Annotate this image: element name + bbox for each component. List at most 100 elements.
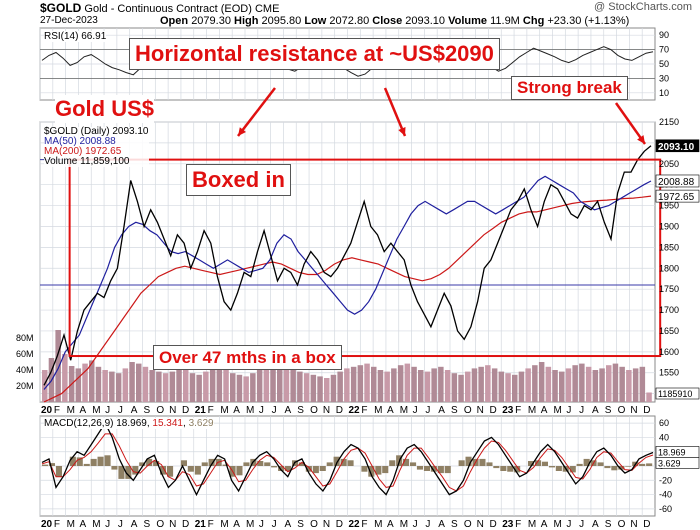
volume-bar	[270, 360, 276, 402]
price-x-tick-label: D	[336, 405, 343, 416]
macd-x-tick-label: O	[464, 519, 472, 530]
volume-bar	[350, 366, 357, 402]
volume-bar	[250, 373, 256, 402]
ma200-line	[43, 195, 652, 403]
macd-x-tick-label: N	[169, 519, 176, 530]
macd-x-tick-label: D	[489, 519, 496, 530]
price-value-tag	[655, 174, 700, 188]
macd-y-tick-label: 60	[659, 418, 669, 428]
macd-histogram-bar	[583, 458, 590, 466]
price-x-tick-label: F	[208, 405, 214, 416]
exchange: CME	[254, 3, 280, 15]
volume-bar	[223, 370, 229, 402]
price-legend: $GOLD (Daily) 2093.10 MA(50) 2008.88 MA(…	[44, 127, 149, 167]
macd-signal-line	[41, 433, 654, 492]
volume-bar	[485, 365, 491, 402]
volume-bar	[619, 366, 625, 402]
price-x-tick-label: S	[605, 405, 612, 416]
chg-label: Chg	[522, 15, 545, 27]
strong-break-annotation: Strong break	[511, 76, 628, 100]
volume-bar	[565, 368, 572, 402]
volume-bar	[431, 368, 437, 402]
macd-histogram-bar	[514, 466, 521, 473]
macd-legend-signal: 15.341	[152, 418, 183, 429]
arrow-left-head	[238, 127, 246, 136]
volume-bar	[371, 366, 377, 402]
macd-histogram-bar	[69, 456, 76, 466]
price-x-tick-label: M	[554, 405, 562, 416]
ohlc-row: Open 2079.30 High 2095.80 Low 2072.80 Cl…	[160, 15, 629, 27]
macd-x-tick-label: S	[144, 519, 151, 530]
price-x-tick-label: M	[374, 405, 382, 416]
volume-bar	[572, 365, 578, 402]
volume-tick-label: 20M	[16, 381, 34, 391]
volume-bar	[277, 363, 283, 402]
price-x-tick-label: O	[156, 405, 164, 416]
macd-x-tick-label: D	[182, 519, 189, 530]
macd-x-tick-label: J	[118, 519, 123, 530]
volume-bar	[102, 370, 108, 402]
macd-x-tick-label: S	[605, 519, 612, 530]
macd-x-tick-label: A	[233, 519, 240, 530]
gold-us-annotation: Gold US$	[55, 95, 155, 123]
macd-legend-hist: 3.629	[188, 418, 214, 429]
macd-histogram-bar	[639, 463, 646, 466]
macd-y-tick-label: -40	[659, 490, 672, 500]
volume-bar	[491, 368, 498, 402]
volume-bar	[411, 366, 417, 402]
macd-histogram-bar	[389, 460, 396, 466]
price-value-tag	[655, 139, 700, 153]
macd-histogram-bar	[153, 461, 160, 466]
volume-bar	[42, 370, 48, 402]
macd-histogram-bar	[410, 462, 417, 466]
volume-bar	[236, 374, 243, 402]
macd-histogram-bar	[576, 463, 583, 466]
volume-value: 11.9M	[490, 15, 520, 27]
macd-x-tick-label: N	[630, 519, 637, 530]
boxed-in-annotation: Boxed in	[186, 164, 291, 196]
close-value: 2093.10	[405, 15, 446, 27]
price-x-tick-label: N	[630, 405, 637, 416]
low-value: 2072.80	[329, 15, 370, 27]
macd-x-tick-label: M	[528, 519, 536, 530]
price-legend-gold: $GOLD (Daily) 2093.10	[44, 126, 149, 137]
macd-x-tick-label: J	[259, 519, 264, 530]
macd-histogram-bar	[416, 466, 423, 470]
macd-histogram-bar	[555, 466, 562, 471]
volume-value-tag-label: 1185910	[658, 389, 692, 399]
price-y-tick-label: 1700	[659, 305, 679, 315]
macd-histogram-bar	[125, 466, 132, 479]
volume-bar	[209, 368, 216, 402]
macd-histogram-bar	[340, 458, 347, 466]
price-y-tick-label: 2150	[659, 117, 679, 127]
volume-tick-label: 40M	[16, 365, 34, 375]
volume-bar	[156, 371, 162, 402]
macd-histogram-bar	[535, 460, 542, 466]
macd-x-tick-label: S	[451, 519, 458, 530]
price-x-tick-label: N	[169, 405, 176, 416]
price-x-tick-label: A	[438, 405, 445, 416]
macd-histogram-bar	[625, 466, 632, 467]
volume-bar	[592, 370, 599, 402]
volume-bar	[82, 363, 88, 402]
volume-bar	[183, 370, 189, 402]
volume-bar	[646, 392, 652, 402]
rsi-y-tick-label: 10	[659, 88, 669, 98]
arrow-right	[614, 102, 647, 145]
volume-bar	[397, 365, 404, 402]
macd-x-tick-label: F	[208, 519, 214, 530]
price-value-tag-label: 1972.65	[658, 192, 695, 203]
macd-histogram-bar	[305, 466, 312, 472]
price-legend-ma50: MA(50) 2008.88	[44, 136, 116, 147]
volume-bar	[189, 373, 196, 402]
volume-bar	[136, 363, 142, 402]
macd-histogram-bar	[111, 466, 118, 470]
open-value: 2079.30	[191, 15, 231, 27]
macd-legend-label: MACD(12,26,9)	[44, 418, 114, 429]
volume-bar	[169, 371, 176, 402]
macd-value-tag-label: 3.629	[658, 458, 681, 468]
price-x-tick-label: N	[323, 405, 330, 416]
macd-x-tick-label: O	[310, 519, 318, 530]
macd-histogram-bar	[368, 466, 375, 477]
